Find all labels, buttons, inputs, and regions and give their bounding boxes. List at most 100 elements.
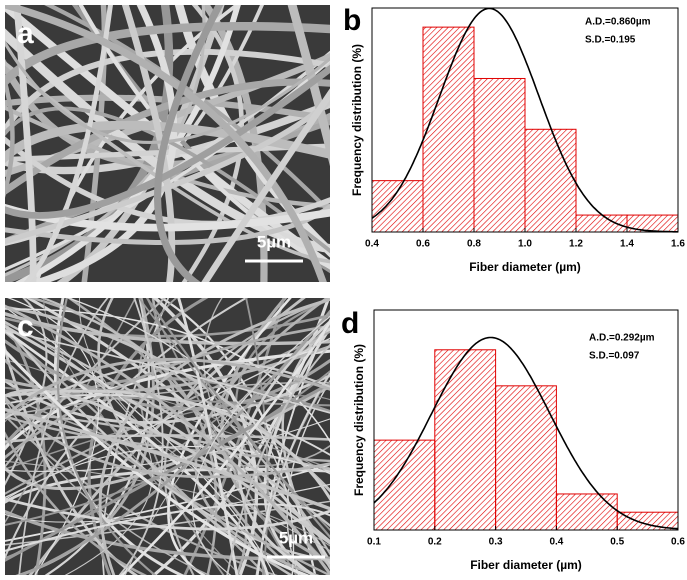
- bar: [575, 214, 628, 233]
- fiber: [5, 398, 211, 575]
- fiber: [5, 418, 330, 472]
- fiber: [5, 5, 327, 282]
- fit-curve: [371, 7, 678, 233]
- fiber: [5, 203, 330, 246]
- bar: [555, 493, 618, 531]
- fiber: [5, 370, 330, 526]
- annotation: A.D.=0.292µm: [589, 333, 655, 344]
- fiber: [5, 431, 148, 575]
- fiber: [5, 348, 310, 575]
- fiber: [287, 5, 330, 167]
- fiber: [5, 39, 330, 144]
- fiber: [5, 337, 330, 499]
- fiber: [5, 324, 330, 460]
- bar: [434, 349, 497, 531]
- fiber: [5, 57, 330, 272]
- fiber: [5, 60, 330, 264]
- fiber: [237, 319, 330, 575]
- fiber: [177, 298, 239, 575]
- x-axis-title: Fiber diameter (µm): [469, 260, 581, 274]
- fiber: [5, 344, 139, 575]
- annotation: A.D.=0.860µm: [585, 17, 651, 28]
- fiber: [256, 318, 330, 575]
- fiber: [5, 48, 330, 136]
- fiber: [44, 5, 330, 216]
- fiber: [5, 5, 330, 270]
- bar: [524, 128, 577, 233]
- fiber: [5, 28, 330, 253]
- fiber: [18, 309, 330, 575]
- bar: [473, 77, 526, 233]
- bar: [422, 26, 475, 233]
- fiber: [5, 298, 48, 486]
- fiber: [5, 395, 330, 479]
- fiber: [78, 5, 330, 270]
- fiber: [98, 298, 330, 575]
- fiber: [194, 298, 330, 575]
- fiber: [154, 5, 224, 282]
- x-tick-label: 1.0: [518, 239, 532, 250]
- scale-bar-label: 5µm: [279, 528, 313, 547]
- fiber: [5, 389, 330, 502]
- fiber: [39, 298, 330, 556]
- panel-label: b: [343, 4, 361, 37]
- panel-label: a: [17, 17, 34, 50]
- panel-label: d: [341, 307, 359, 340]
- x-tick-label: 1.6: [671, 239, 685, 250]
- fiber: [5, 359, 330, 420]
- x-tick-label: 0.4: [365, 239, 379, 250]
- plot-frame: [373, 309, 679, 531]
- fiber: [5, 64, 330, 219]
- y-axis-title: Frequency distribution (%): [350, 44, 364, 196]
- fiber: [5, 407, 330, 511]
- bar: [373, 439, 436, 531]
- fiber: [201, 88, 330, 282]
- x-tick-label: 0.6: [416, 239, 430, 250]
- fiber: [167, 298, 292, 575]
- fiber: [56, 298, 157, 575]
- sem-image: [5, 5, 330, 282]
- fiber: [138, 298, 330, 531]
- fiber: [5, 328, 269, 575]
- fiber: [5, 314, 330, 338]
- fiber: [5, 387, 330, 475]
- x-tick-label: 1.4: [620, 239, 634, 250]
- fiber: [5, 503, 330, 552]
- fiber: [192, 315, 330, 575]
- fiber: [5, 324, 330, 562]
- fiber: [5, 106, 330, 254]
- fiber: [5, 497, 330, 531]
- sem-image: [5, 298, 330, 575]
- x-tick-label: 0.4: [549, 537, 563, 548]
- fit-curve: [373, 336, 679, 530]
- scale-bar-label: 5µm: [257, 232, 291, 251]
- x-tick-label: 0.5: [610, 537, 624, 548]
- fiber: [5, 434, 330, 443]
- fiber: [226, 343, 330, 575]
- fiber: [5, 74, 15, 198]
- fiber: [13, 5, 37, 282]
- annotation: S.D.=0.097: [589, 351, 640, 362]
- x-tick-label: 0.2: [428, 537, 442, 548]
- x-tick-label: 0.8: [467, 239, 481, 250]
- x-tick-label: 1.2: [569, 239, 583, 250]
- bar: [371, 180, 424, 233]
- fiber: [5, 21, 330, 88]
- fiber: [5, 311, 330, 346]
- bar: [495, 385, 557, 531]
- fiber: [5, 329, 330, 414]
- fiber: [23, 5, 113, 282]
- x-tick-label: 0.3: [489, 537, 503, 548]
- x-axis-title: Fiber diameter (µm): [470, 558, 582, 572]
- x-tick-label: 0.6: [671, 537, 685, 548]
- panel-label: c: [17, 310, 34, 343]
- fiber: [118, 298, 164, 575]
- y-axis-title: Frequency distribution (%): [352, 344, 366, 496]
- fiber: [66, 298, 295, 575]
- annotation: S.D.=0.195: [585, 35, 636, 46]
- fiber: [5, 298, 249, 560]
- fiber: [145, 298, 330, 539]
- x-tick-label: 0.1: [367, 537, 381, 548]
- fiber: [5, 304, 330, 575]
